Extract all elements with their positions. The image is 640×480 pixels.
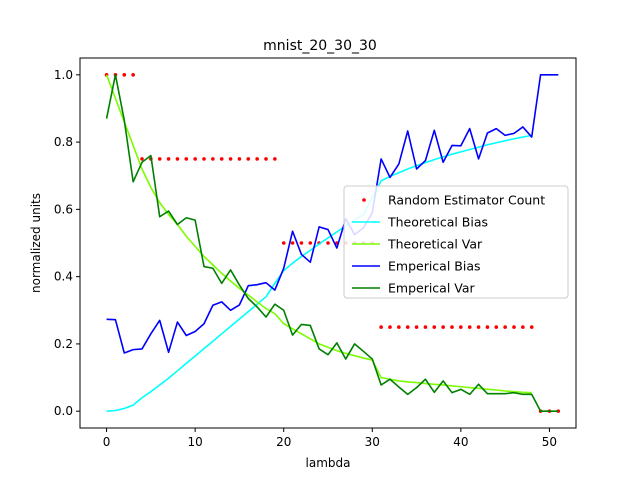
series-random-estimator-count bbox=[104, 73, 561, 413]
x-tick-label: 10 bbox=[188, 435, 203, 449]
point-random-estimator-count bbox=[326, 241, 330, 245]
point-random-estimator-count bbox=[529, 325, 534, 329]
point-random-estimator-count bbox=[414, 325, 419, 329]
plot-frame bbox=[79, 57, 577, 429]
legend-label-theoretical-bias: Theoretical Bias bbox=[387, 215, 488, 230]
point-random-estimator-count bbox=[450, 325, 454, 329]
series-line-theoretical-bias bbox=[106, 134, 532, 412]
point-random-estimator-count bbox=[423, 325, 428, 329]
series-line-emperical-bias bbox=[106, 74, 559, 354]
point-random-estimator-count bbox=[459, 325, 463, 329]
point-random-estimator-count bbox=[193, 157, 197, 161]
point-random-estimator-count bbox=[264, 157, 268, 161]
legend-marker-random-estimator-count bbox=[362, 198, 366, 202]
point-random-estimator-count bbox=[290, 241, 295, 245]
point-random-estimator-count bbox=[494, 325, 499, 329]
x-axis-label: lambda bbox=[306, 456, 351, 470]
x-tick-label: 40 bbox=[453, 435, 468, 449]
point-random-estimator-count bbox=[122, 73, 127, 77]
point-random-estimator-count bbox=[299, 241, 304, 245]
x-tick-label: 30 bbox=[365, 435, 380, 449]
x-tick-label: 20 bbox=[276, 435, 291, 449]
point-random-estimator-count bbox=[503, 325, 507, 329]
legend-label-theoretical-var: Theoretical Var bbox=[387, 237, 483, 252]
y-tick-label: 0.2 bbox=[54, 337, 73, 351]
legend: Random Estimator Count Theoretical Bias Th… bbox=[343, 185, 569, 299]
point-random-estimator-count bbox=[485, 325, 490, 329]
point-random-estimator-count bbox=[211, 157, 215, 161]
y-tick-label: 0.8 bbox=[54, 135, 73, 149]
point-random-estimator-count bbox=[388, 325, 392, 329]
point-random-estimator-count bbox=[308, 241, 313, 245]
point-random-estimator-count bbox=[441, 325, 445, 329]
point-random-estimator-count bbox=[476, 325, 481, 329]
point-random-estimator-count bbox=[219, 157, 224, 161]
y-tick-label: 0.6 bbox=[54, 202, 73, 216]
y-axis-label: normalized units bbox=[29, 193, 43, 293]
point-random-estimator-count bbox=[405, 325, 410, 329]
x-tick-label: 0 bbox=[103, 435, 111, 449]
point-random-estimator-count bbox=[228, 157, 233, 161]
point-random-estimator-count bbox=[273, 157, 277, 161]
y-tick-label: 1.0 bbox=[54, 68, 73, 82]
point-random-estimator-count bbox=[131, 73, 135, 77]
point-random-estimator-count bbox=[184, 157, 189, 161]
legend-label-random-estimator-count: Random Estimator Count bbox=[388, 193, 545, 208]
point-random-estimator-count bbox=[246, 157, 251, 161]
point-random-estimator-count bbox=[521, 325, 525, 329]
legend-label-emperical-bias: Emperical Bias bbox=[388, 259, 481, 274]
point-random-estimator-count bbox=[140, 157, 144, 161]
chart-title: mnist_20_30_30 bbox=[263, 38, 377, 54]
point-random-estimator-count bbox=[157, 157, 162, 161]
legend-box bbox=[343, 185, 569, 299]
point-random-estimator-count bbox=[166, 157, 171, 161]
x-tick-label: 50 bbox=[542, 435, 557, 449]
series-line-emperical-var bbox=[105, 74, 559, 412]
point-random-estimator-count bbox=[379, 325, 383, 329]
legend-label-emperical-var: Emperical Var bbox=[388, 281, 476, 296]
y-tick-label: 0.0 bbox=[54, 404, 73, 418]
point-random-estimator-count bbox=[432, 325, 437, 329]
point-random-estimator-count bbox=[237, 157, 242, 161]
point-random-estimator-count bbox=[512, 325, 516, 329]
point-random-estimator-count bbox=[397, 325, 401, 329]
point-random-estimator-count bbox=[467, 325, 472, 329]
y-tick-label: 0.4 bbox=[54, 270, 73, 284]
point-random-estimator-count bbox=[175, 157, 180, 161]
point-random-estimator-count bbox=[255, 157, 259, 161]
point-random-estimator-count bbox=[202, 157, 206, 161]
point-random-estimator-count bbox=[281, 241, 286, 245]
